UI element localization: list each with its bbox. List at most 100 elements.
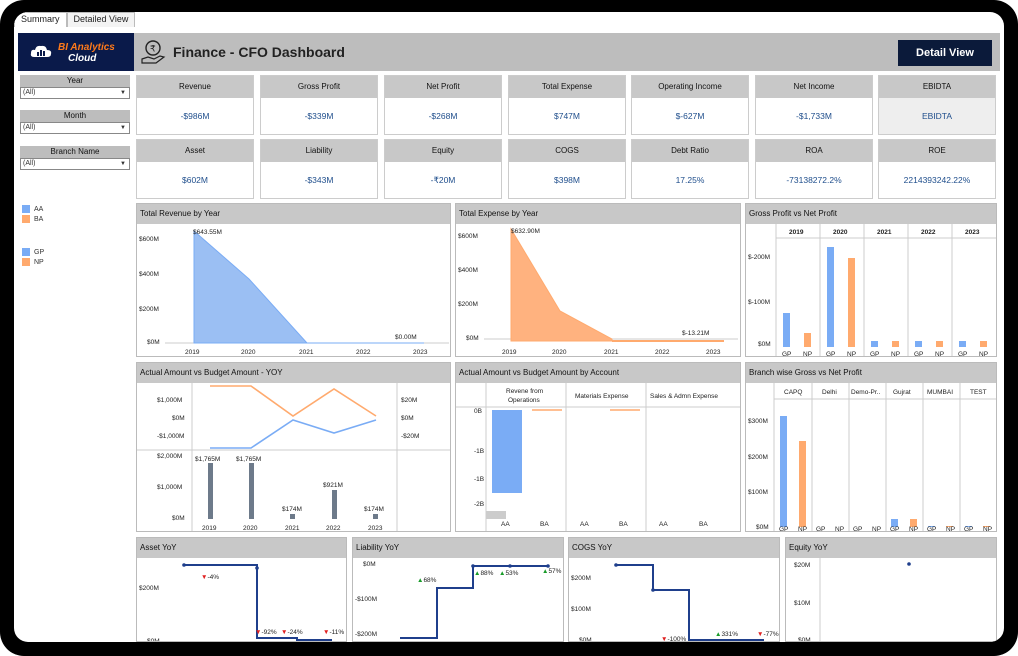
x-tick: GP — [890, 526, 899, 532]
x-tick: GP — [927, 526, 936, 532]
kpi-value: EBIDTA — [879, 98, 995, 134]
column-header: MUMBAI — [927, 389, 953, 396]
x-tick: GP — [782, 351, 791, 357]
tab-summary[interactable]: Summary — [14, 12, 67, 27]
y-tick: $600M — [458, 233, 478, 240]
line-aa — [210, 419, 377, 449]
y-tick: $-100M — [748, 299, 770, 306]
x-tick: AA — [501, 521, 510, 528]
bar-np-2020 — [848, 258, 855, 347]
aa-ba-yoy-panel: Actual Amount vs Budget Amount - YOY $1,… — [136, 362, 451, 532]
legend-swatch — [22, 258, 30, 266]
bar-aa-revenue — [492, 410, 522, 493]
x-tick: AA — [659, 521, 668, 528]
data-label: $643.55M — [193, 229, 222, 236]
bar-2021 — [290, 514, 295, 519]
column-header: Operations — [508, 397, 541, 404]
year-filter: Year (All) ▼ — [20, 75, 130, 99]
cogs-yoy-panel: COGS YoY $200M $100M $0M ▼-100% ▲331% ▼-… — [568, 537, 780, 642]
x-tick: 2023 — [413, 349, 428, 356]
point — [907, 562, 911, 566]
x-tick: BA — [619, 521, 628, 528]
y-tick-right: $20M — [401, 397, 417, 404]
point — [546, 564, 550, 568]
detail-view-button[interactable]: Detail View — [898, 40, 992, 66]
x-tick: NP — [935, 351, 944, 357]
point — [508, 564, 512, 568]
kpi-card-asset: Asset $602M — [136, 139, 254, 199]
filter-label: Year — [20, 75, 130, 87]
dashboard-header: BI Analytics Cloud ₹ Finance - CFO Dashb… — [18, 33, 1000, 71]
x-tick: GP — [958, 351, 967, 357]
x-tick: GP — [853, 526, 862, 532]
line-asset — [184, 564, 332, 641]
y-tick: $100M — [571, 606, 591, 613]
x-tick: 2023 — [706, 349, 721, 356]
yoy-label: ▲88% — [474, 570, 494, 577]
year-select[interactable]: (All) ▼ — [20, 87, 130, 99]
kpi-value: $398M — [554, 175, 580, 185]
x-tick: 2022 — [356, 349, 371, 356]
yoy-label: ▲331% — [715, 631, 738, 638]
x-tick: NP — [909, 526, 918, 532]
point — [182, 563, 186, 567]
y-tick: $0M — [147, 339, 160, 346]
legend-label: AA — [34, 205, 44, 213]
data-label: $0.00M — [395, 334, 417, 341]
kpi-label: Asset — [137, 140, 253, 162]
y-tick-right: -$20M — [401, 433, 419, 440]
line-cogs — [616, 564, 764, 641]
x-tick: GP — [826, 351, 835, 357]
y-tick: $200M — [139, 306, 159, 313]
kpi-card-revenue: Revenue -$986M — [136, 75, 254, 135]
x-ticks-svg: GP NP GP NP GP NP GP NP GP NP GP NP — [779, 526, 992, 532]
y-tick: $20M — [794, 562, 810, 569]
panel-title: Total Revenue by Year — [137, 204, 450, 224]
y-tick: $100M — [748, 489, 768, 496]
y-tick: $0M — [758, 341, 771, 348]
legend-item: GP — [22, 247, 44, 257]
bar-gp-2022 — [915, 341, 922, 347]
bar-2022 — [332, 490, 337, 519]
kpi-label: Total Expense — [509, 76, 625, 98]
gp-np-chart: 2019 2020 2021 2022 2023 $-200M $-100M $… — [748, 224, 996, 357]
kpi-value: -$343M — [304, 175, 334, 185]
bar-2019 — [208, 463, 213, 519]
legend-gp-np: GP NP — [22, 247, 44, 267]
panel-title: Liability YoY — [353, 538, 563, 558]
gp-np-panel: Gross Profit vs Net Profit 2019 2020 202… — [745, 203, 997, 357]
kpi-card-cogs: COGS $398M — [508, 139, 626, 199]
month-select[interactable]: (All) ▼ — [20, 122, 130, 134]
bar-np-mumbai — [946, 526, 953, 527]
branch-select[interactable]: (All) ▼ — [20, 158, 130, 170]
tab-detailed-view[interactable]: Detailed View — [66, 12, 136, 27]
yoy-label: ▼-24% — [281, 629, 303, 636]
column-header: CAPQ — [784, 389, 802, 396]
scrollbar-thumb[interactable] — [486, 511, 506, 519]
bar-np-test — [983, 526, 990, 527]
kpi-value: $-627M — [675, 111, 705, 121]
bar-np-gujrat — [910, 519, 917, 527]
y-tick: $0M — [172, 515, 185, 522]
x-tick: BA — [540, 521, 549, 528]
point — [471, 564, 475, 568]
y-tick: $400M — [139, 271, 159, 278]
bar-np-2019 — [804, 333, 811, 347]
column-header: Demo-Pr.. — [851, 389, 880, 396]
legend-swatch — [22, 205, 30, 213]
month-filter: Month (All) ▼ — [20, 110, 130, 134]
x-tick: NP — [872, 526, 881, 532]
column-header: 2020 — [833, 229, 848, 236]
bar-label: $174M — [282, 506, 302, 513]
liability-yoy-panel: Liability YoY $0M -$100M -$200M ▲68% ▲88… — [352, 537, 564, 642]
y-tick: 0B — [474, 408, 482, 415]
x-tick: 2022 — [326, 525, 341, 532]
kpi-label: Operating Income — [632, 76, 748, 98]
bar-np-2023 — [980, 341, 987, 347]
legend-label: NP — [34, 258, 44, 266]
x-tick: 2020 — [552, 349, 567, 356]
branch-filter: Branch Name (All) ▼ — [20, 146, 130, 170]
asset-yoy-chart: $200M $0M ▼-4% ▼-92% ▼-24% ▼-11% — [139, 563, 344, 641]
bar-gp-gujrat — [891, 519, 898, 527]
rupee-hand-icon: ₹ — [141, 40, 166, 64]
